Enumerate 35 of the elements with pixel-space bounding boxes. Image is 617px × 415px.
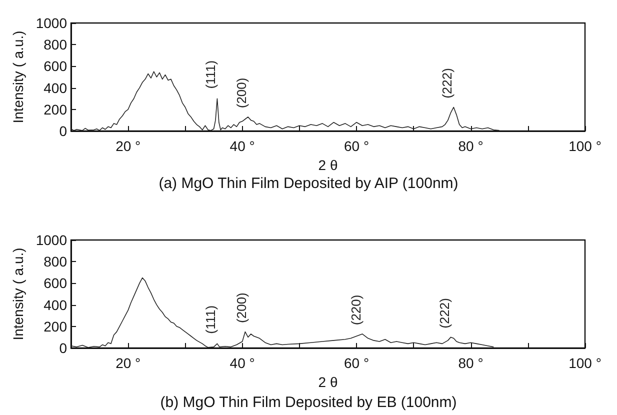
x-tick-label: 20 ° [116, 138, 141, 154]
y-tick-label: 1000 [36, 15, 68, 31]
x-tick-label: 40 ° [230, 138, 255, 154]
x-tick-label: 80 ° [458, 138, 484, 154]
y-tick-label: 600 [44, 58, 68, 74]
annotation: (220) [348, 294, 364, 326]
x-tick-label: 60 ° [344, 355, 370, 371]
annotation: (222) [440, 68, 455, 98]
y-tick-label: 800 [44, 254, 68, 270]
annotation: (111) [203, 305, 218, 334]
y-tick-label: 200 [44, 318, 68, 334]
y-tick-label: 1000 [36, 232, 68, 248]
text: (a) MgO Thin Film Deposited by AIP (100nm) [158, 175, 458, 192]
x-tick-label: 20 ° [116, 355, 141, 371]
y-tick-label: 600 [44, 275, 68, 292]
y-axis-title: Intensity ( a.u.) [10, 30, 26, 124]
x-axis-title: 2 θ [318, 156, 338, 173]
y-tick-label: 0 [59, 340, 68, 356]
x-axis-title: 2 θ [318, 374, 338, 390]
x-tick-label: 60 ° [344, 138, 370, 154]
y-tick-label: 0 [59, 123, 68, 139]
text: (b) MgO Thin Film Deposited by EB (100nm) [160, 394, 457, 411]
x-tick-label: 100 ° [568, 138, 602, 154]
annotation: (200) [234, 292, 250, 323]
y-tick-label: 800 [44, 36, 68, 53]
x-tick-label: 40 ° [230, 355, 255, 371]
annotation: (200) [234, 78, 250, 108]
y-tick-label: 400 [44, 80, 68, 96]
y-tick-label: 400 [44, 296, 68, 313]
x-tick-label: 80 ° [458, 355, 484, 371]
annotation: (111) [203, 60, 218, 89]
y-axis-title: Intensity ( a.u.) [10, 248, 26, 340]
annotation: (222) [436, 298, 452, 328]
x-tick-label: 100 ° [568, 355, 602, 371]
y-tick-label: 200 [44, 101, 68, 118]
